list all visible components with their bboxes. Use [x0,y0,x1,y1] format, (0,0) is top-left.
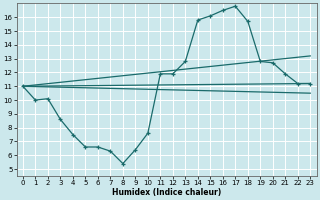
X-axis label: Humidex (Indice chaleur): Humidex (Indice chaleur) [112,188,221,197]
